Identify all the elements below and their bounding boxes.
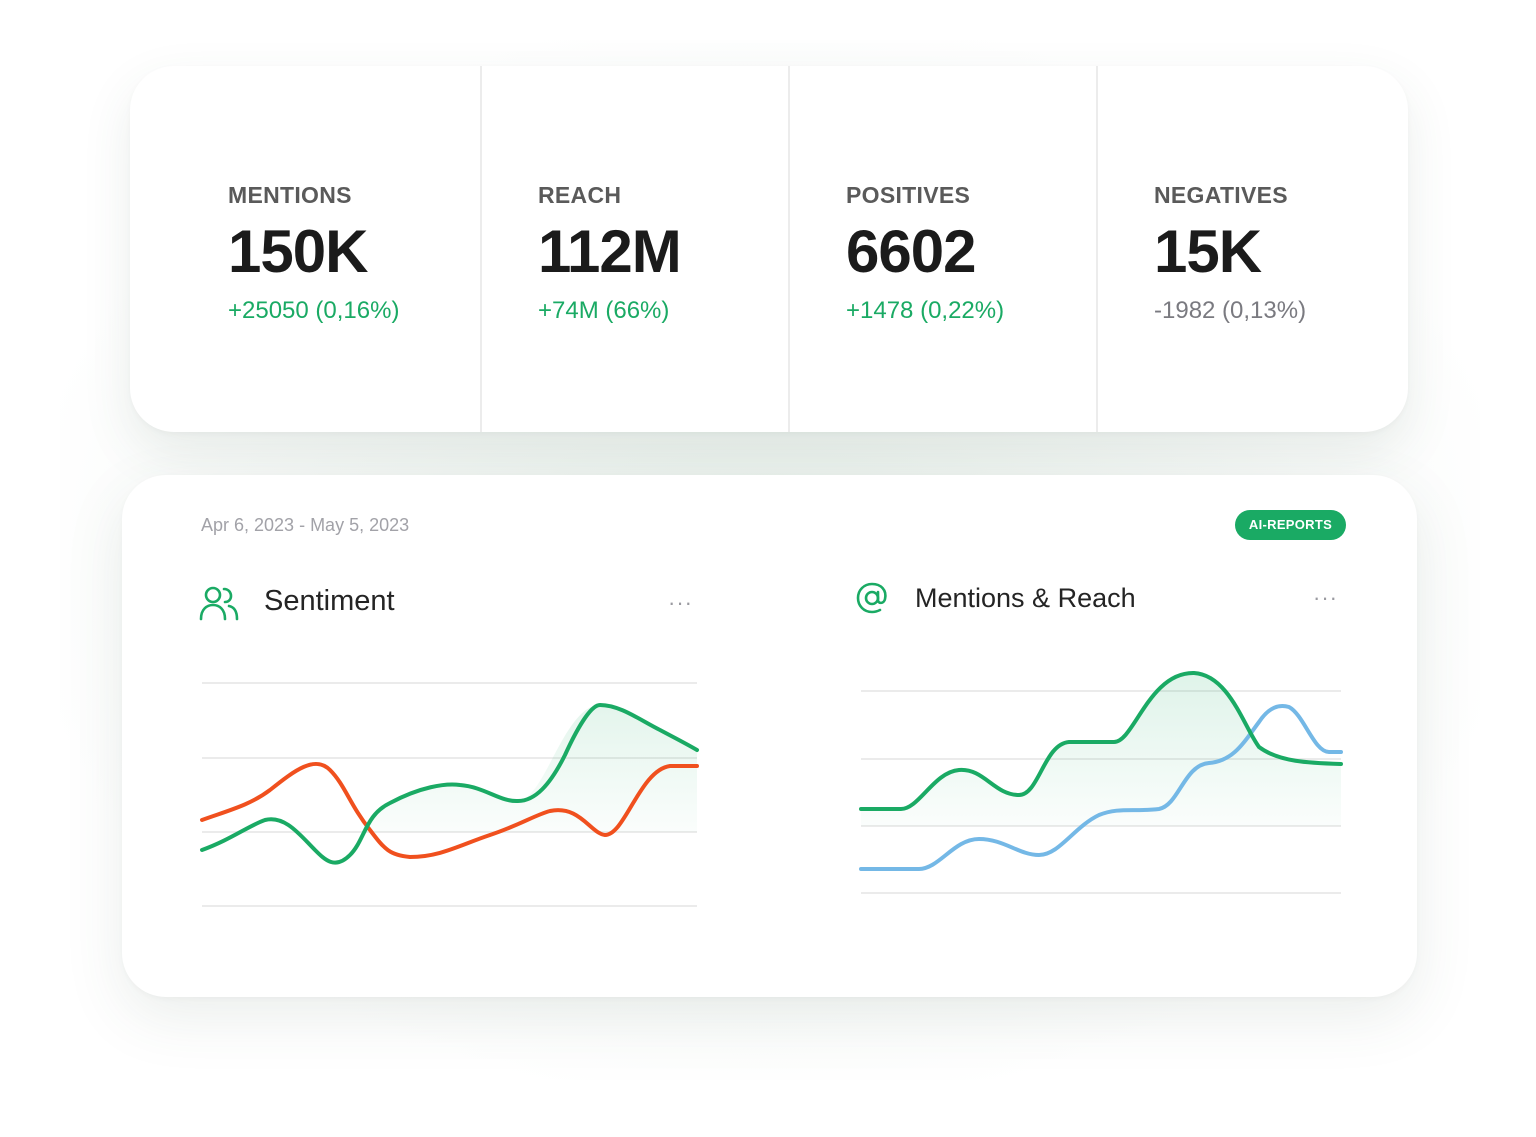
stat-change: +25050 (0,16%) bbox=[228, 297, 400, 324]
negative-series-line bbox=[200, 762, 699, 859]
stat-negatives[interactable]: NEGATIVES 15K -1982 (0,13%) bbox=[1098, 66, 1408, 432]
stat-positives[interactable]: POSITIVES 6602 +1478 (0,22%) bbox=[790, 66, 1098, 432]
stat-label: MENTIONS bbox=[228, 182, 352, 208]
at-sign-icon bbox=[856, 582, 887, 614]
charts-card: Apr 6, 2023 - May 5, 2023 AI-REPORTS Sen… bbox=[122, 475, 1417, 997]
stat-label: NEGATIVES bbox=[1154, 182, 1288, 208]
mentions-reach-chart bbox=[859, 670, 1343, 894]
stat-value: 150K bbox=[228, 218, 368, 285]
mentions-series-line bbox=[859, 670, 1343, 811]
mentions-area bbox=[861, 672, 1341, 826]
stat-label: POSITIVES bbox=[846, 182, 971, 208]
stat-value: 112M bbox=[538, 218, 682, 285]
stat-value: 15K bbox=[1154, 218, 1262, 285]
sentiment-chart bbox=[200, 682, 699, 907]
date-range: Apr 6, 2023 - May 5, 2023 bbox=[201, 515, 410, 535]
positive-area bbox=[370, 705, 697, 832]
stat-change: +74M (66%) bbox=[538, 297, 670, 324]
ai-reports-badge[interactable]: AI-REPORTS bbox=[1235, 510, 1346, 540]
panel-title-sentiment: Sentiment bbox=[264, 585, 395, 617]
stat-mentions[interactable]: MENTIONS 150K +25050 (0,16%) bbox=[130, 66, 482, 432]
reach-series-line bbox=[859, 703, 1343, 871]
positive-series-line bbox=[200, 703, 699, 865]
stat-change: -1982 (0,13%) bbox=[1154, 297, 1307, 324]
panel-title-mentions-reach: Mentions & Reach bbox=[915, 583, 1136, 613]
stat-label: REACH bbox=[538, 182, 622, 208]
stats-card: MENTIONS 150K +25050 (0,16%) REACH 112M … bbox=[130, 66, 1408, 432]
stat-value: 6602 bbox=[846, 218, 976, 285]
sentiment-more-button[interactable]: ··· bbox=[668, 590, 693, 615]
stat-reach[interactable]: REACH 112M +74M (66%) bbox=[482, 66, 790, 432]
users-icon bbox=[199, 586, 239, 621]
stat-change: +1478 (0,22%) bbox=[846, 297, 1005, 324]
mentions-reach-more-button[interactable]: ··· bbox=[1313, 585, 1338, 610]
